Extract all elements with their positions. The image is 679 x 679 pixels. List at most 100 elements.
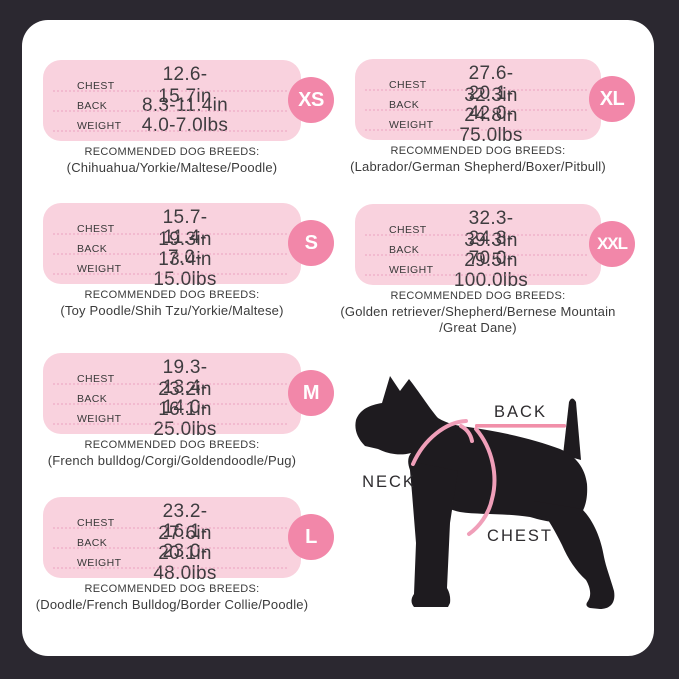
breeds-note: RECOMMENDED DOG BREEDS: (Chihuahua/Yorki… <box>18 146 326 176</box>
chest-value: 23.2-27.6in <box>158 501 212 544</box>
dog-rear-leg <box>534 501 615 609</box>
size-section-s: CHEST 15.7-19.3in BACK 11.4-13.4in WEIGH… <box>43 203 334 353</box>
chest-label: CHEST <box>77 517 115 529</box>
dotted-divider <box>365 274 587 276</box>
breeds-note: RECOMMENDED DOG BREEDS: (Labrador/German… <box>330 145 626 175</box>
harness-neck-strap <box>411 419 468 466</box>
dotted-divider <box>53 383 287 385</box>
weight-label: WEIGHT <box>77 263 122 275</box>
chest-value: 27.6-32.3in <box>464 63 518 106</box>
size-card: CHEST 23.2-27.6in BACK 16.1-20.1in WEIGH… <box>43 497 301 584</box>
measure-row: WEIGHT 4.0-7.0lbs <box>77 115 301 136</box>
harness-chest-strap <box>467 427 497 536</box>
dog-silhouette-illustration <box>355 376 615 609</box>
size-card: CHEST 32.3-39.3in BACK 24.8-29.5in WEIGH… <box>355 204 601 291</box>
size-section-m: CHEST 19.3-23.2in BACK 13.4-16.1in WEIGH… <box>43 353 334 503</box>
weight-value: 70.0-100.0lbs <box>453 248 529 291</box>
measure-row: WEIGHT 7.0-15.0lbs <box>77 247 301 290</box>
chest-value: 12.6-15.7in <box>158 64 212 107</box>
back-value: 13.4-16.1in <box>158 377 212 420</box>
measure-row: WEIGHT 14.0-25.0lbs <box>77 397 301 440</box>
size-badge-xl: XL <box>589 76 635 122</box>
breeds-note: RECOMMENDED DOG BREEDS: (Golden retrieve… <box>330 290 626 337</box>
dotted-divider <box>53 403 287 405</box>
back-label: BACK <box>389 244 420 256</box>
weight-value: 42.0-75.0lbs <box>459 103 523 146</box>
dog-silhouette <box>355 376 615 609</box>
breeds-list: (Labrador/German Shepherd/Boxer/Pitbull) <box>350 159 606 174</box>
chest-label: CHEST <box>389 79 427 91</box>
back-label: BACK <box>77 243 108 255</box>
weight-value: 23.0-48.0lbs <box>153 541 217 584</box>
dotted-divider <box>365 129 587 131</box>
chest-label: CHEST <box>77 223 115 235</box>
measure-row: WEIGHT 23.0-48.0lbs <box>77 541 301 584</box>
back-value: 16.1-20.1in <box>158 521 212 564</box>
back-label: BACK <box>389 99 420 111</box>
size-card: CHEST 19.3-23.2in BACK 13.4-16.1in WEIGH… <box>43 353 301 440</box>
back-measure-label: BACK <box>494 403 547 421</box>
measure-row: CHEST 19.3-23.2in <box>77 357 301 400</box>
measure-row: BACK 11.4-13.4in <box>77 227 301 270</box>
harness-shoulder-strap <box>459 424 474 443</box>
weight-value: 7.0-15.0lbs <box>153 247 217 290</box>
breeds-title: RECOMMENDED DOG BREEDS: <box>390 290 566 302</box>
breeds-list: (Doodle/French Bulldog/Border Collie/Poo… <box>35 597 309 612</box>
size-section-xxl: CHEST 32.3-39.3in BACK 24.8-29.5in WEIGH… <box>340 204 635 354</box>
back-value: 24.8-29.5in <box>464 228 518 271</box>
back-label: BACK <box>77 100 108 112</box>
breeds-note: RECOMMENDED DOG BREEDS: (Doodle/French B… <box>18 583 326 613</box>
chest-label: CHEST <box>77 373 115 385</box>
breeds-list: (Toy Poodle/Shih Tzu/Yorkie/Maltese) <box>60 303 284 318</box>
measure-row: BACK 24.8-29.5in <box>389 228 601 271</box>
dotted-divider <box>53 423 287 425</box>
chest-value: 15.7-19.3in <box>158 207 212 250</box>
breeds-title: RECOMMENDED DOG BREEDS: <box>84 583 260 595</box>
weight-value: 14.0-25.0lbs <box>153 397 217 440</box>
back-value: 20.1-24.8in <box>464 83 518 126</box>
chest-measure-label: CHEST <box>487 527 553 545</box>
measure-row: BACK 8.3-11.4in <box>77 95 301 116</box>
size-badge-s: S <box>288 220 334 266</box>
size-card: CHEST 27.6-32.3in BACK 20.1-24.8in WEIGH… <box>355 59 601 146</box>
chart-panel: CHEST 12.6-15.7in BACK 8.3-11.4in WEIGHT… <box>22 20 654 656</box>
dotted-divider <box>365 234 587 236</box>
neck-measure-label: NECK <box>362 473 416 491</box>
breeds-title: RECOMMENDED DOG BREEDS: <box>84 146 260 158</box>
weight-label: WEIGHT <box>77 120 122 132</box>
measure-row: WEIGHT 42.0-75.0lbs <box>389 103 601 146</box>
measure-row: BACK 16.1-20.1in <box>77 521 301 564</box>
measure-row: CHEST 15.7-19.3in <box>77 207 301 250</box>
back-value: 11.4-13.4in <box>158 227 212 270</box>
dog-tail <box>563 398 581 460</box>
weight-label: WEIGHT <box>389 264 434 276</box>
chest-label: CHEST <box>77 80 115 92</box>
dotted-divider <box>365 89 587 91</box>
size-section-xs: CHEST 12.6-15.7in BACK 8.3-11.4in WEIGHT… <box>43 60 334 210</box>
chest-label: CHEST <box>389 224 427 236</box>
chest-value: 32.3-39.3in <box>464 208 518 251</box>
measure-row: CHEST 27.6-32.3in <box>389 63 601 106</box>
chest-value: 19.3-23.2in <box>158 357 212 400</box>
size-badge-l: L <box>288 514 334 560</box>
back-value: 8.3-11.4in <box>141 95 229 116</box>
size-section-l: CHEST 23.2-27.6in BACK 16.1-20.1in WEIGH… <box>36 497 334 647</box>
breeds-list: (French bulldog/Corgi/Goldendoodle/Pug) <box>47 453 297 468</box>
breeds-title: RECOMMENDED DOG BREEDS: <box>390 145 566 157</box>
weight-label: WEIGHT <box>77 413 122 425</box>
breeds-list: (Golden retriever/Shepherd/Bernese Mount… <box>340 304 616 336</box>
measure-row: BACK 13.4-16.1in <box>77 377 301 420</box>
weight-label: WEIGHT <box>77 557 122 569</box>
breeds-list: (Chihuahua/Yorkie/Maltese/Poodle) <box>66 160 278 175</box>
size-badge-m: M <box>288 370 334 416</box>
size-card: CHEST 12.6-15.7in BACK 8.3-11.4in WEIGHT… <box>43 60 301 141</box>
dotted-divider <box>53 90 287 92</box>
measure-row: CHEST 12.6-15.7in <box>77 64 301 107</box>
size-card: CHEST 15.7-19.3in BACK 11.4-13.4in WEIGH… <box>43 203 301 290</box>
measure-row: CHEST 32.3-39.3in <box>389 208 601 251</box>
dotted-divider <box>53 547 287 549</box>
weight-label: WEIGHT <box>389 119 434 131</box>
harness-straps <box>411 419 497 536</box>
size-badge-xxl: XXL <box>589 221 635 267</box>
dotted-divider <box>53 253 287 255</box>
